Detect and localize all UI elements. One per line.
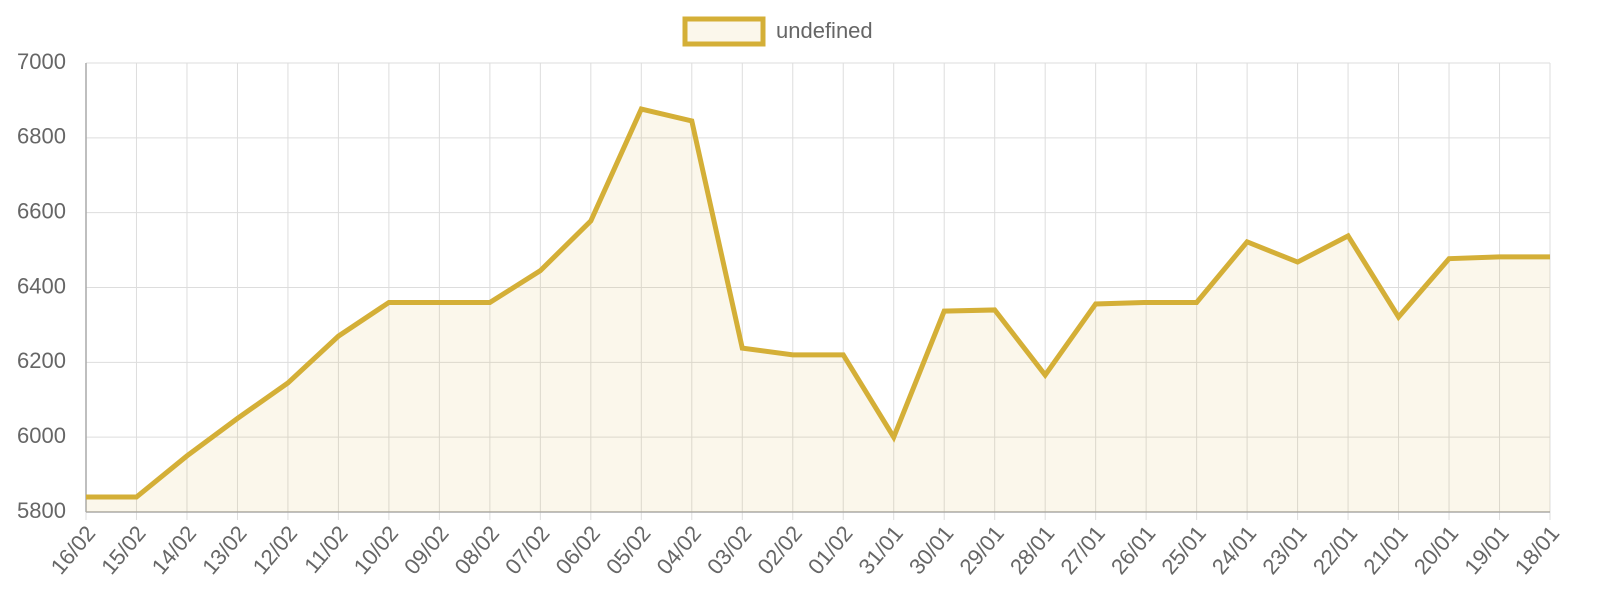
x-tick-label: 07/02 bbox=[500, 521, 555, 579]
x-tick-label: 13/02 bbox=[197, 521, 252, 579]
x-tick-label: 04/02 bbox=[652, 521, 707, 579]
line bbox=[86, 106, 1550, 500]
x-tick-label: 15/02 bbox=[96, 521, 151, 579]
y-tick-label: 6400 bbox=[17, 273, 66, 298]
x-tick-label: 26/01 bbox=[1106, 521, 1161, 579]
x-tick-label: 21/01 bbox=[1358, 521, 1413, 579]
x-tick-label: 19/01 bbox=[1459, 521, 1514, 579]
x-tick-label: 11/02 bbox=[299, 521, 352, 578]
area bbox=[86, 109, 1550, 513]
y-tick-label: 6000 bbox=[17, 423, 66, 448]
legend-swatch bbox=[682, 16, 766, 47]
legend-label: undefined bbox=[776, 18, 873, 43]
y-tick-label: 6800 bbox=[17, 124, 66, 149]
x-tick-label: 27/01 bbox=[1055, 521, 1110, 579]
x-tick-label: 10/02 bbox=[349, 521, 404, 579]
x-tick-label: 05/02 bbox=[601, 521, 656, 579]
x-tick-label: 08/02 bbox=[450, 521, 505, 579]
y-tick-label: 6600 bbox=[17, 198, 66, 223]
x-tick-label: 22/01 bbox=[1308, 521, 1363, 579]
y-tick-label: 7000 bbox=[17, 49, 66, 74]
x-tick-label: 03/02 bbox=[702, 521, 757, 579]
x-tick-label: 12/02 bbox=[248, 521, 303, 579]
x-tick-label: 28/01 bbox=[1005, 521, 1060, 579]
x-tick-label: 01/02 bbox=[803, 521, 858, 579]
x-tick-label: 06/02 bbox=[551, 521, 606, 579]
x-tick-label: 24/01 bbox=[1207, 521, 1262, 579]
y-tick-label: 5800 bbox=[17, 498, 66, 523]
x-tick-label: 09/02 bbox=[399, 521, 454, 579]
y-tick-label: 6200 bbox=[17, 348, 66, 373]
x-tick-label: 29/01 bbox=[954, 521, 1009, 579]
x-tick-label: 16/02 bbox=[46, 521, 101, 579]
x-tick-label: 02/02 bbox=[752, 521, 807, 579]
x-tick-label: 20/01 bbox=[1409, 521, 1464, 579]
x-tick-label: 31/01 bbox=[853, 521, 908, 579]
x-tick-label: 25/01 bbox=[1156, 521, 1211, 579]
x-tick-label: 30/01 bbox=[904, 521, 959, 579]
x-tick-label: 23/01 bbox=[1257, 521, 1312, 579]
x-tick-label: 18/01 bbox=[1510, 521, 1565, 579]
x-tick-label: 14/02 bbox=[147, 521, 202, 579]
